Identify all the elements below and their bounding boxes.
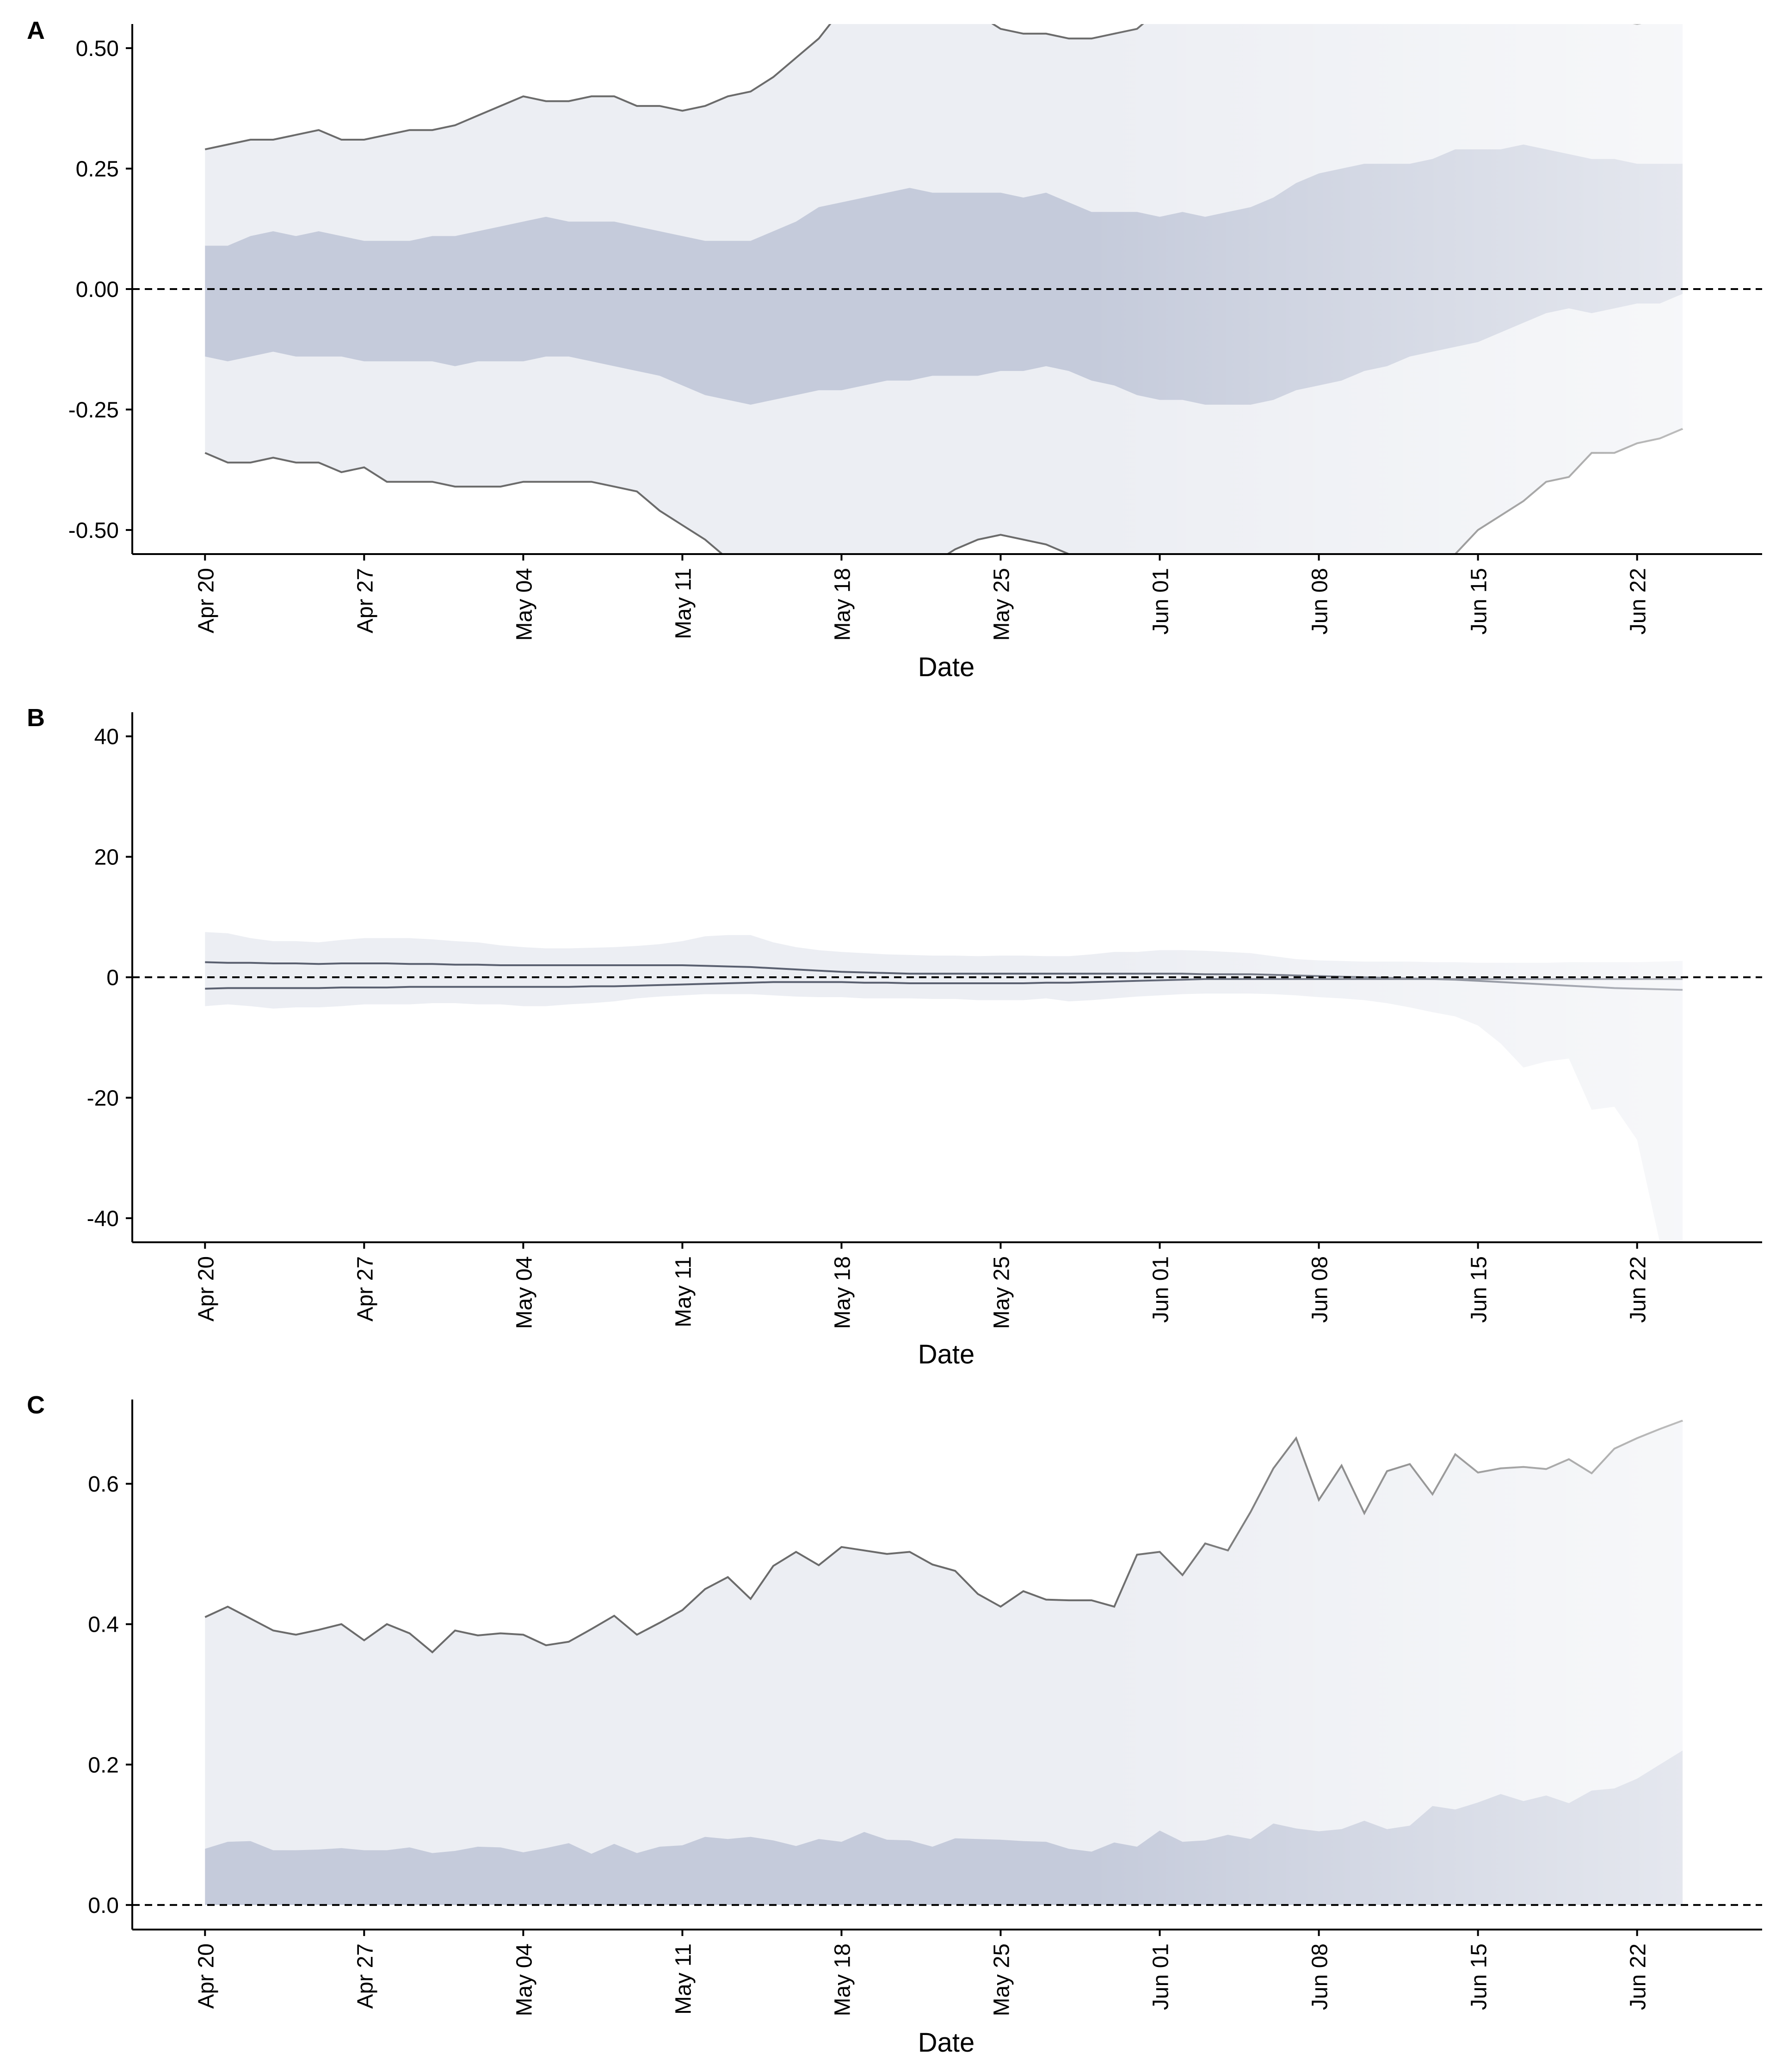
x-tick-label-c: Jun 08 bbox=[1308, 1943, 1332, 2010]
x-tick-label-a: Apr 27 bbox=[353, 568, 377, 633]
x-tick-label-a: Apr 20 bbox=[194, 568, 218, 633]
y-tick-label-b: -40 bbox=[87, 1207, 119, 1231]
y-tick-label-b: 40 bbox=[94, 725, 119, 749]
x-tick-label-b: Apr 20 bbox=[194, 1256, 218, 1321]
x-tick-label-c: May 25 bbox=[990, 1943, 1014, 2016]
x-tick-label-a: May 18 bbox=[830, 568, 855, 641]
x-tick-label-c: Jun 15 bbox=[1467, 1943, 1492, 2010]
fade-overlay-c bbox=[205, 1400, 1683, 1930]
x-tick-label-c: May 04 bbox=[512, 1943, 536, 2016]
x-tick-label-b: May 11 bbox=[671, 1256, 696, 1327]
x-tick-label-a: Jun 08 bbox=[1308, 568, 1332, 635]
plot-area-a bbox=[132, 24, 1762, 554]
x-tick-label-a: May 04 bbox=[512, 568, 536, 641]
x-tick-label-a: Jun 22 bbox=[1626, 568, 1651, 635]
y-tick-label-a: 0.50 bbox=[76, 37, 119, 61]
x-tick-label-b: Jun 15 bbox=[1467, 1256, 1492, 1323]
y-tick-label-b: 0 bbox=[106, 966, 119, 990]
x-tick-label-b: May 04 bbox=[512, 1256, 536, 1329]
axes-c: 0.6 0.4 0.2 0.0 Apr 20 Apr 27 May 04 May 11 May … bbox=[88, 1400, 1762, 2016]
x-tick-label-b: May 18 bbox=[830, 1256, 855, 1329]
x-tick-label-c: Apr 20 bbox=[194, 1943, 218, 2009]
x-tick-label-a: Jun 15 bbox=[1467, 568, 1492, 635]
x-tick-label-c: May 11 bbox=[671, 1943, 696, 2015]
y-tick-label-a: -0.50 bbox=[68, 518, 119, 543]
y-tick-label-b: 20 bbox=[94, 845, 119, 870]
x-tick-label-a: May 11 bbox=[671, 568, 696, 639]
x-tick-label-a: Jun 01 bbox=[1149, 568, 1173, 635]
plot-area-c bbox=[132, 1400, 1762, 1930]
x-axis-title-a: Date bbox=[918, 652, 975, 682]
y-tick-label-c: 0.2 bbox=[88, 1753, 119, 1777]
x-axis-title-b: Date bbox=[918, 1339, 975, 1369]
x-tick-label-c: Jun 22 bbox=[1626, 1943, 1651, 2010]
x-tick-label-c: May 18 bbox=[830, 1943, 855, 2016]
panel-letter-c: C bbox=[27, 1391, 45, 1419]
panel-b: B 40 20 0 -20 -40 Apr 20 Apr 27 May 04 May 11 May… bbox=[27, 704, 1762, 1369]
y-tick-label-c: 0.0 bbox=[88, 1893, 119, 1918]
x-tick-label-b: May 25 bbox=[990, 1256, 1014, 1329]
axes-a: 0.50 0.25 0.00 -0.25 -0.50 Apr 20 Apr 27 May 04… bbox=[68, 24, 1762, 641]
y-tick-label-a: 0.00 bbox=[76, 278, 119, 302]
y-tick-label-c: 0.6 bbox=[88, 1472, 119, 1497]
x-tick-label-b: Jun 08 bbox=[1308, 1256, 1332, 1323]
axes-b: 40 20 0 -20 -40 Apr 20 Apr 27 May 04 May 11 May 1… bbox=[87, 712, 1762, 1329]
x-tick-label-c: Apr 27 bbox=[353, 1943, 377, 2009]
panel-letter-b: B bbox=[27, 704, 45, 732]
y-tick-label-b: -20 bbox=[87, 1086, 119, 1110]
panel-a: A 0.50 0.25 0.00 -0.25 -0.50 Apr 20 Apr 27 May … bbox=[27, 17, 1762, 682]
panel-letter-a: A bbox=[27, 17, 45, 44]
y-tick-label-a: -0.25 bbox=[68, 398, 119, 422]
x-axis-title-c: Date bbox=[918, 2028, 975, 2058]
x-tick-label-b: Apr 27 bbox=[353, 1256, 377, 1321]
x-tick-label-b: Jun 22 bbox=[1626, 1256, 1651, 1323]
x-tick-label-b: Jun 01 bbox=[1149, 1256, 1173, 1323]
y-tick-label-a: 0.25 bbox=[76, 157, 119, 182]
plot-area-b bbox=[132, 712, 1762, 1242]
y-tick-label-c: 0.4 bbox=[88, 1613, 119, 1637]
x-tick-label-c: Jun 01 bbox=[1149, 1943, 1173, 2010]
panel-c: C 0.6 0.4 0.2 0.0 Apr 20 Apr 27 May 04 May 11 Ma… bbox=[27, 1391, 1762, 2058]
x-tick-label-a: May 25 bbox=[990, 568, 1014, 641]
